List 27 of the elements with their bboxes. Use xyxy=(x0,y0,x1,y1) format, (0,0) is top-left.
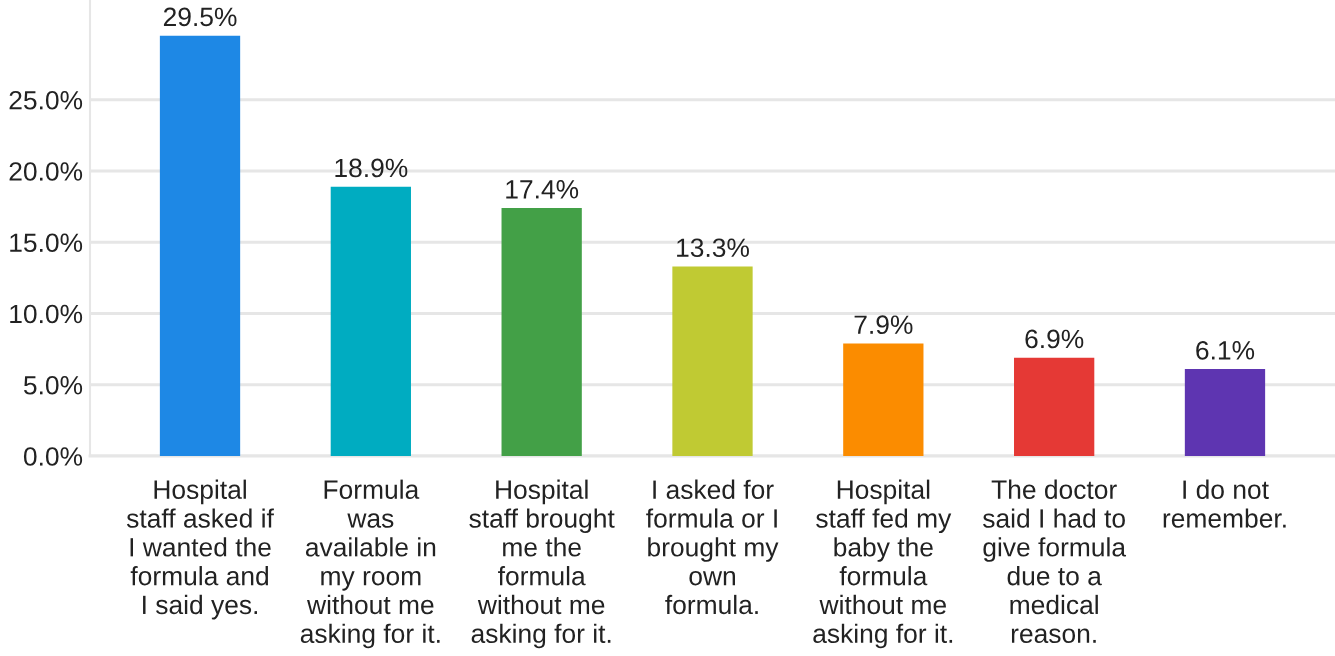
x-tick-label: Formula was available in my room without me asking for it. xyxy=(300,479,440,649)
bar xyxy=(1184,369,1266,456)
y-tick-label: 0.0% xyxy=(23,447,83,466)
bar xyxy=(672,266,753,456)
x-tick-label: The doctor said I had to give formula due to a medical reason. xyxy=(983,479,1127,644)
x-tick-label: I do not remember. xyxy=(1163,479,1286,528)
data-label: 29.5% xyxy=(163,7,237,27)
data-label: 13.3% xyxy=(677,238,749,258)
x-tick-label: Hospital staff brought me the formula without me asking for it. xyxy=(469,479,615,649)
bar xyxy=(843,343,924,456)
bar xyxy=(159,35,241,456)
y-tick-label: 10.0% xyxy=(10,304,83,324)
y-tick-label: 25.0% xyxy=(9,90,83,110)
bar xyxy=(1014,357,1095,456)
data-label: 17.4% xyxy=(506,180,579,199)
y-tick-label: 20.0% xyxy=(9,162,83,181)
data-label: 18.9% xyxy=(335,158,408,178)
data-label: 7.9% xyxy=(854,315,913,335)
x-tick-label: I asked for formula or I brought my own formula. xyxy=(646,479,779,615)
data-label: 6.1% xyxy=(1196,341,1255,360)
bar xyxy=(501,208,582,456)
y-tick-label: 5.0% xyxy=(23,375,83,395)
bar xyxy=(330,186,411,456)
x-tick-label: Hospital staff asked if I wanted the formula and I said yes. xyxy=(126,479,274,620)
x-tick-label: Hospital staff fed my baby the formula without me asking for it. xyxy=(813,479,953,649)
y-tick-label: 15.0% xyxy=(10,233,83,253)
data-label: 6.9% xyxy=(1025,329,1084,349)
